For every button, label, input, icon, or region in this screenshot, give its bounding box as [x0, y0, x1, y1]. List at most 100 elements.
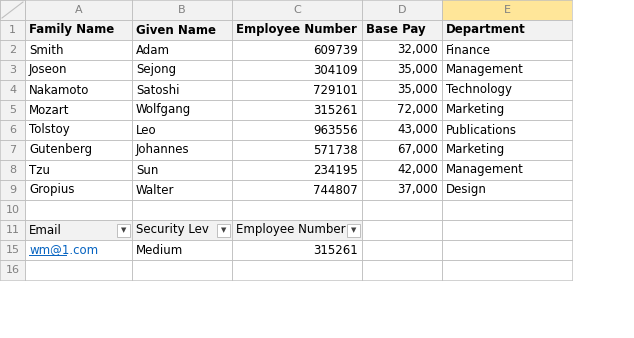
- Text: 315261: 315261: [313, 103, 358, 117]
- Text: 744807: 744807: [313, 184, 358, 196]
- Bar: [362, 100, 442, 120]
- Text: Employee Number: Employee Number: [236, 24, 357, 37]
- Text: Tolstoy: Tolstoy: [29, 123, 70, 137]
- Bar: [0, 80, 25, 100]
- Bar: [362, 140, 442, 160]
- Bar: [362, 260, 442, 280]
- Bar: [0, 120, 25, 140]
- Text: Medium: Medium: [136, 243, 183, 257]
- Text: Johannes: Johannes: [136, 144, 190, 156]
- Bar: [132, 80, 232, 100]
- Bar: [362, 160, 442, 180]
- Bar: [25, 240, 132, 260]
- Text: 729101: 729101: [313, 83, 358, 97]
- Text: 7: 7: [9, 145, 16, 155]
- Bar: [0, 240, 25, 260]
- Text: Finance: Finance: [446, 44, 491, 56]
- Text: A: A: [75, 5, 82, 15]
- Text: 35,000: 35,000: [398, 83, 438, 97]
- Text: C: C: [293, 5, 301, 15]
- Bar: [132, 20, 232, 40]
- Text: E: E: [503, 5, 510, 15]
- Bar: [362, 0, 442, 20]
- Text: Base Pay: Base Pay: [366, 24, 425, 37]
- Bar: [232, 200, 362, 220]
- Bar: [132, 240, 232, 260]
- Bar: [232, 260, 362, 280]
- Text: 571738: 571738: [313, 144, 358, 156]
- Bar: [442, 180, 572, 200]
- Bar: [442, 140, 572, 160]
- Bar: [132, 100, 232, 120]
- Text: 15: 15: [6, 245, 20, 255]
- Text: 16: 16: [6, 265, 20, 275]
- Bar: [132, 0, 232, 20]
- Text: 72,000: 72,000: [397, 103, 438, 117]
- Text: ▼: ▼: [221, 227, 226, 233]
- Text: Gropius: Gropius: [29, 184, 75, 196]
- Text: 234195: 234195: [313, 164, 358, 176]
- Bar: [347, 223, 360, 237]
- Bar: [0, 100, 25, 120]
- Text: Employee Number: Employee Number: [236, 223, 346, 237]
- Bar: [132, 200, 232, 220]
- Bar: [25, 200, 132, 220]
- Text: Management: Management: [446, 64, 524, 76]
- Text: 37,000: 37,000: [398, 184, 438, 196]
- Bar: [132, 260, 232, 280]
- Bar: [362, 20, 442, 40]
- Bar: [232, 60, 362, 80]
- Text: Joseon: Joseon: [29, 64, 67, 76]
- Text: Gutenberg: Gutenberg: [29, 144, 92, 156]
- Bar: [217, 223, 230, 237]
- Bar: [0, 180, 25, 200]
- Bar: [232, 140, 362, 160]
- Text: 35,000: 35,000: [398, 64, 438, 76]
- Text: Email: Email: [29, 223, 62, 237]
- Bar: [442, 20, 572, 40]
- Bar: [0, 160, 25, 180]
- Bar: [25, 260, 132, 280]
- Bar: [232, 80, 362, 100]
- Bar: [232, 120, 362, 140]
- Bar: [442, 0, 572, 20]
- Bar: [442, 260, 572, 280]
- Bar: [132, 180, 232, 200]
- Bar: [362, 60, 442, 80]
- Text: 42,000: 42,000: [397, 164, 438, 176]
- Text: 8: 8: [9, 165, 16, 175]
- Bar: [0, 20, 25, 40]
- Text: Technology: Technology: [446, 83, 512, 97]
- Text: 3: 3: [9, 65, 16, 75]
- Bar: [442, 120, 572, 140]
- Text: Publications: Publications: [446, 123, 517, 137]
- Text: Given Name: Given Name: [136, 24, 216, 37]
- Text: 609739: 609739: [313, 44, 358, 56]
- Bar: [0, 200, 25, 220]
- Bar: [25, 220, 132, 240]
- Text: Walter: Walter: [136, 184, 174, 196]
- Bar: [0, 40, 25, 60]
- Bar: [442, 60, 572, 80]
- Bar: [232, 220, 362, 240]
- Text: 9: 9: [9, 185, 16, 195]
- Bar: [25, 100, 132, 120]
- Bar: [232, 160, 362, 180]
- Bar: [117, 223, 130, 237]
- Bar: [25, 120, 132, 140]
- Bar: [0, 260, 25, 280]
- Bar: [442, 80, 572, 100]
- Bar: [442, 40, 572, 60]
- Text: Mozart: Mozart: [29, 103, 70, 117]
- Bar: [132, 60, 232, 80]
- Text: 10: 10: [6, 205, 20, 215]
- Text: 43,000: 43,000: [398, 123, 438, 137]
- Text: wm@1.com: wm@1.com: [29, 243, 98, 257]
- Bar: [442, 100, 572, 120]
- Bar: [25, 0, 132, 20]
- Text: Wolfgang: Wolfgang: [136, 103, 191, 117]
- Bar: [0, 140, 25, 160]
- Text: 67,000: 67,000: [397, 144, 438, 156]
- Bar: [25, 160, 132, 180]
- Text: Leo: Leo: [136, 123, 157, 137]
